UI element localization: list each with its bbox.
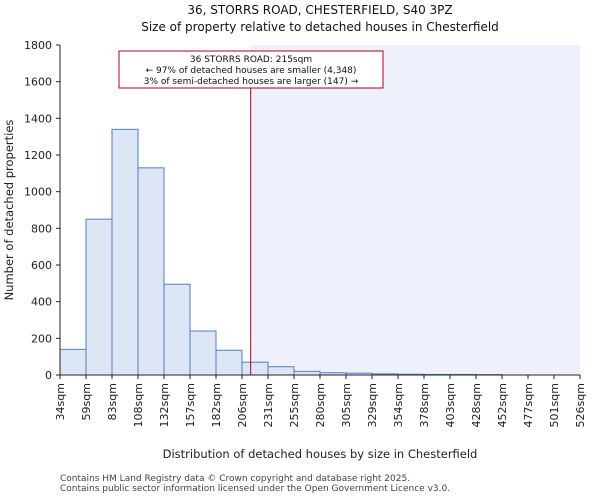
x-tick-label: 428sqm: [470, 383, 483, 427]
annotation-line-2: ← 97% of detached houses are smaller (4,…: [146, 66, 357, 76]
footer-attribution: Contains HM Land Registry data © Crown c…: [60, 474, 450, 494]
annotation-line-3: 3% of semi-detached houses are larger (1…: [144, 77, 359, 87]
bar-206sqm: [241, 361, 269, 376]
bar-34sqm: [59, 348, 87, 376]
x-axis-label: Distribution of detached houses by size …: [163, 447, 478, 461]
x-tick-label: 501sqm: [548, 383, 561, 427]
x-tick-label: 403sqm: [444, 383, 457, 427]
y-tick-label: 1200: [24, 149, 52, 162]
y-tick-label: 400: [31, 296, 52, 309]
x-tick-label: 280sqm: [314, 383, 327, 427]
y-tick-label: 1800: [24, 39, 52, 52]
x-tick-label: 108sqm: [132, 383, 145, 427]
footer-line-2: Contains public sector information licen…: [60, 484, 451, 494]
y-axis-label: Number of detached properties: [2, 120, 16, 301]
bar-83sqm: [111, 128, 139, 376]
marker-annotation: 36 STORRS ROAD: 215sqm ← 97% of detached…: [118, 50, 384, 89]
annotation-box: [118, 50, 384, 89]
x-tick-label: 206sqm: [236, 383, 249, 427]
x-tick-label: 354sqm: [392, 383, 405, 427]
bar-182sqm: [215, 349, 243, 376]
highlight-region: [250, 45, 580, 375]
x-tick-label: 157sqm: [184, 383, 197, 427]
chart-title: 36, STORRS ROAD, CHESTERFIELD, S40 3PZ: [187, 3, 452, 17]
x-tick-label: 182sqm: [210, 383, 223, 427]
bar-59sqm: [85, 218, 113, 376]
y-tick-label: 800: [31, 222, 52, 235]
x-tick-label: 452sqm: [496, 383, 509, 427]
x-tick-label: 34sqm: [54, 383, 67, 420]
x-tick-label: 132sqm: [158, 383, 171, 427]
footer-line-1: Contains HM Land Registry data © Crown c…: [60, 474, 411, 484]
bar-157sqm: [189, 330, 217, 376]
x-tick-label: 378sqm: [418, 383, 431, 427]
x-tick-label: 329sqm: [366, 383, 379, 427]
y-tick-label: 0: [45, 369, 52, 382]
y-tick-label: 1400: [24, 112, 52, 125]
y-tick-label: 200: [31, 332, 52, 345]
y-tick-label: 1000: [24, 186, 52, 199]
x-tick-label: 83sqm: [106, 383, 119, 420]
bar-108sqm: [137, 167, 165, 376]
y-tick-label: 600: [31, 259, 52, 272]
x-tick-label: 255sqm: [288, 383, 301, 427]
y-tick-label: 1600: [24, 76, 52, 89]
x-tick-label: 305sqm: [340, 383, 353, 427]
x-tick-label: 477sqm: [522, 383, 535, 427]
x-tick-label: 526sqm: [574, 383, 587, 427]
annotation-line-1: 36 STORRS ROAD: 215sqm: [190, 55, 312, 65]
chart-subtitle: Size of property relative to detached ho…: [141, 20, 499, 34]
bar-255sqm: [293, 370, 321, 376]
x-tick-label: 231sqm: [262, 383, 275, 427]
x-tick-label: 59sqm: [80, 383, 93, 420]
bar-231sqm: [267, 366, 295, 376]
bar-132sqm: [163, 283, 191, 376]
